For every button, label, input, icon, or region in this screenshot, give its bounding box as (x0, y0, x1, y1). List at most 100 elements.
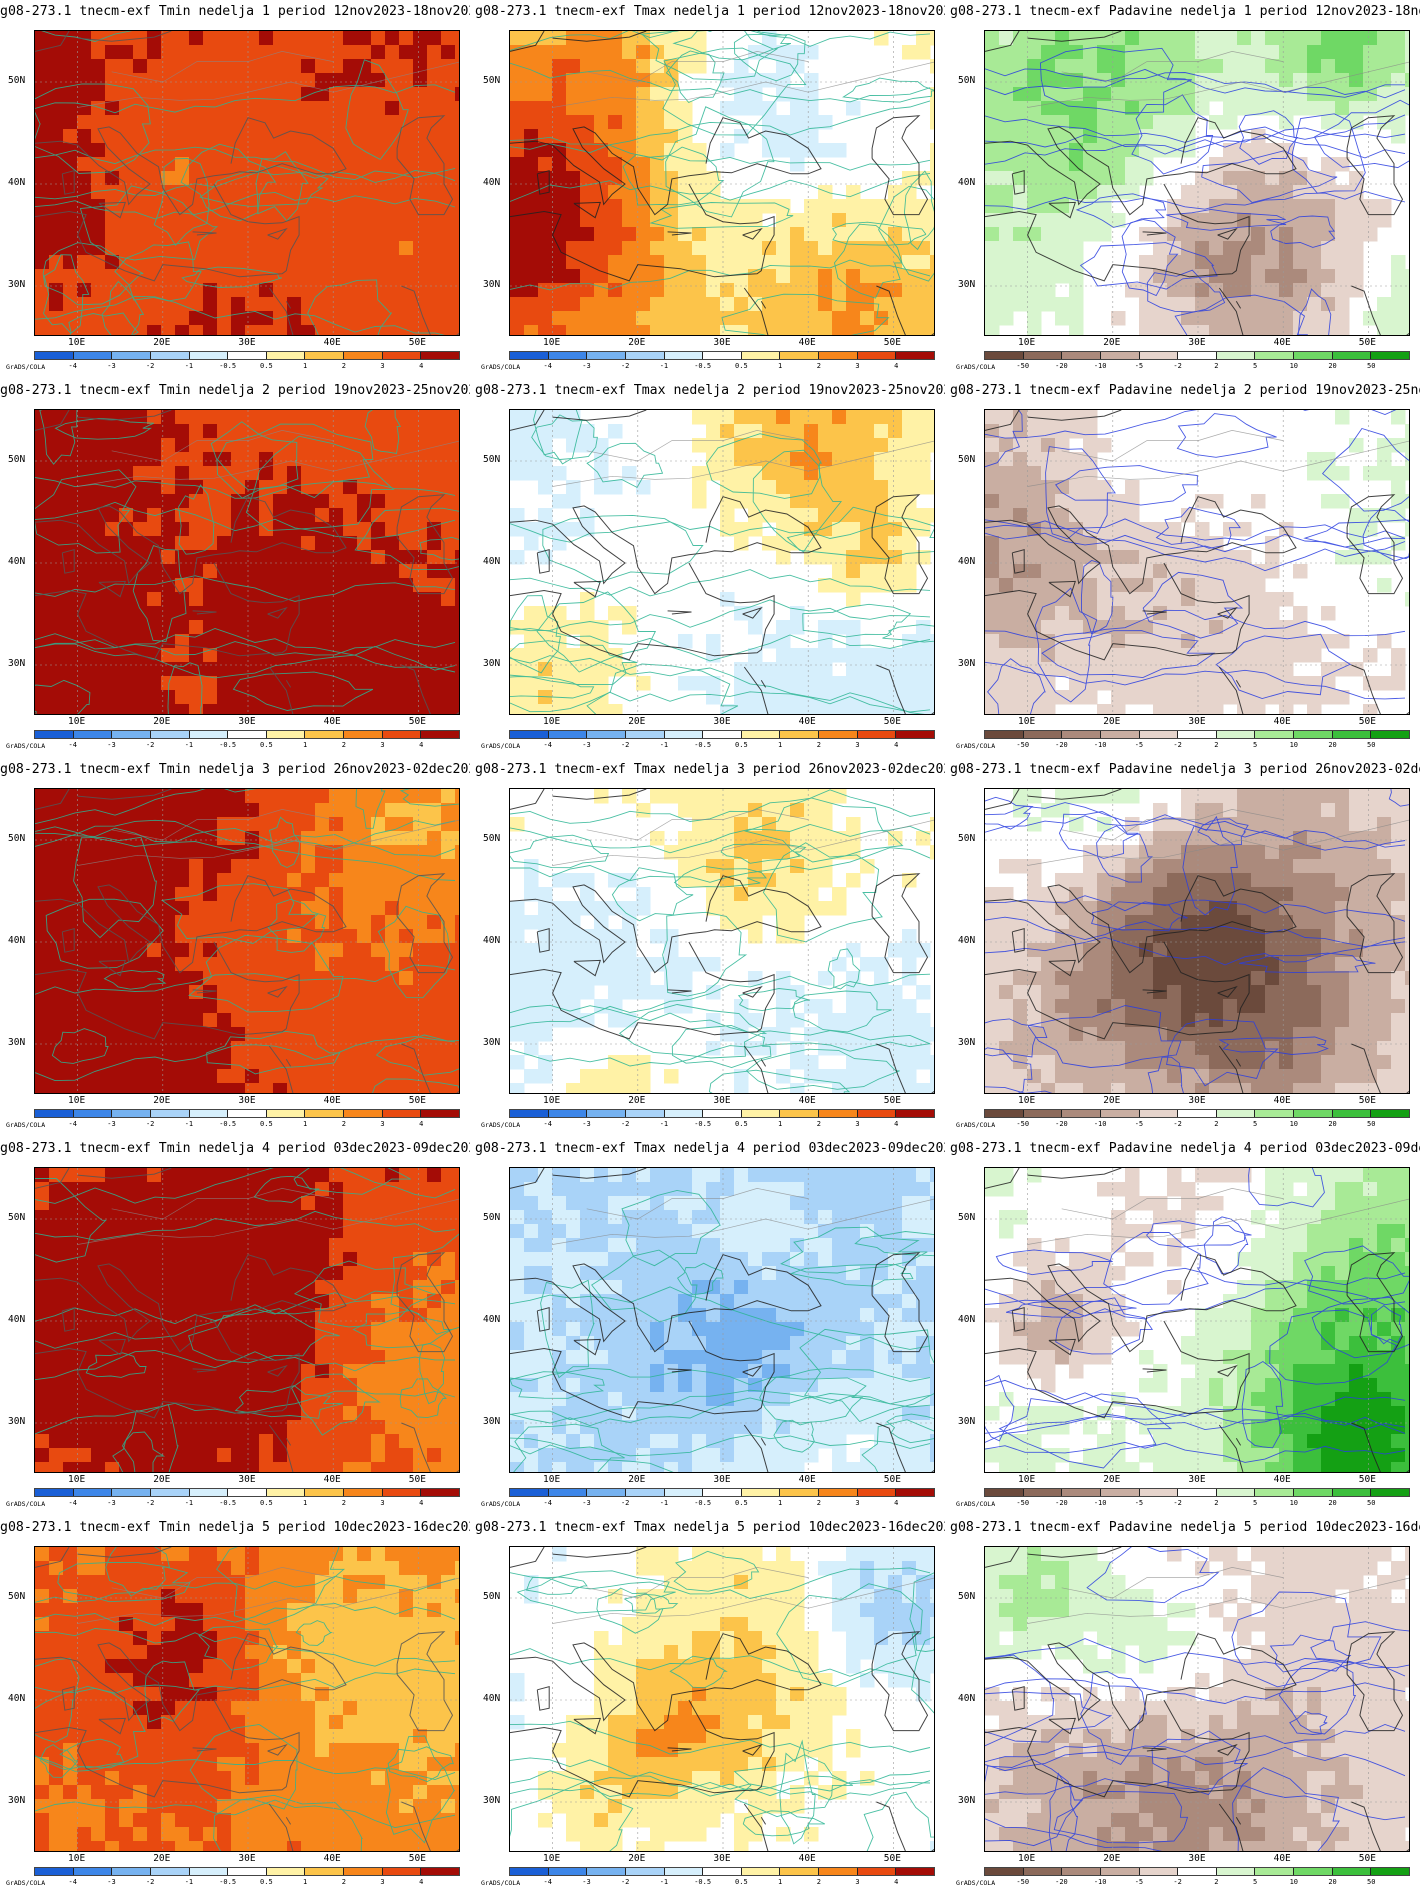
lat-tick-label: 50N (8, 1591, 26, 1602)
color-bar-segment (741, 1110, 781, 1117)
map-plot (984, 1167, 1410, 1473)
color-bar-label: -4 (68, 741, 77, 749)
color-bar-segment (73, 731, 113, 738)
color-bar-segment (1371, 1868, 1410, 1875)
color-bar-segment (112, 352, 151, 359)
color-bar-label: -20 (1055, 1499, 1068, 1507)
color-bar-label: 0.5 (735, 1499, 748, 1507)
lat-tick-label: 50N (958, 454, 976, 465)
color-bar-segment (985, 731, 1024, 738)
color-bar-segment (266, 1110, 306, 1117)
lon-tick-label: 20E (1103, 1853, 1121, 1864)
color-bar-segment (1216, 1868, 1256, 1875)
lon-tick-label: 10E (68, 1474, 86, 1485)
color-bar-segment (1178, 352, 1217, 359)
lon-tick-label: 20E (628, 1095, 646, 1106)
lat-tick-label: 30N (483, 1416, 501, 1427)
grads-credit: GrADS/COLA (956, 363, 996, 371)
color-bar-label: 0.5 (260, 1878, 273, 1886)
color-bar-segment (510, 1868, 549, 1875)
color-bar-segment (703, 731, 742, 738)
lon-tick-label: 50E (408, 1853, 426, 1864)
color-bar-label: -3 (582, 1120, 591, 1128)
color-bar-label: 10 (1289, 362, 1299, 370)
color-bar (509, 730, 935, 739)
color-bar-segment (1062, 1489, 1101, 1496)
lon-tick-label: 30E (1188, 716, 1206, 727)
color-bar-segment (819, 1489, 858, 1496)
lat-tick-label: 50N (483, 1212, 501, 1223)
lon-tick-label: 30E (1188, 1474, 1206, 1485)
lat-tick-label: 50N (483, 833, 501, 844)
grads-credit: GrADS/COLA (6, 742, 46, 750)
grads-credit: GrADS/COLA (481, 1879, 521, 1887)
color-bar-segment (664, 731, 704, 738)
anomaly-field (35, 789, 459, 1093)
color-bar-label: -1 (184, 1878, 194, 1886)
map-plot (984, 1546, 1410, 1852)
color-bar-segment (857, 1868, 897, 1875)
color-bar-label: -4 (543, 1499, 552, 1507)
color-bar-segment (780, 352, 820, 359)
color-bar-label: 2 (816, 1120, 821, 1128)
lon-tick-label: 40E (323, 337, 341, 348)
color-bar-segment (73, 1489, 113, 1496)
color-bar-segment (1178, 1110, 1217, 1117)
lon-tick-label: 40E (798, 716, 816, 727)
color-bar-segment (780, 1868, 820, 1875)
lon-tick-label: 10E (1018, 1853, 1036, 1864)
color-bar-label: 5 (1252, 1120, 1258, 1128)
lat-tick-label: 30N (958, 658, 976, 669)
lon-tick-label: 10E (1018, 1095, 1036, 1106)
color-bar-segment (1216, 1489, 1256, 1496)
lon-tick-label: 50E (883, 1853, 901, 1864)
lat-tick-label: 30N (8, 279, 26, 290)
color-bar-segment (35, 1868, 74, 1875)
color-bar-label: 5 (1252, 741, 1258, 749)
color-bar-label: -2 (1173, 741, 1182, 749)
color-bar-label: 50 (1367, 1120, 1376, 1128)
color-bar-label: -2 (1173, 1499, 1182, 1507)
color-bar-label: -4 (543, 741, 552, 749)
lon-tick-label: 40E (798, 1474, 816, 1485)
map-title: g08-273.1 tnecm-exf Tmin nedelja 5 perio… (0, 1520, 470, 1535)
color-bar (509, 351, 935, 360)
color-bar-segment (587, 1489, 626, 1496)
color-bar-segment (703, 352, 742, 359)
color-bar-segment (421, 1868, 460, 1875)
color-bar-segment (780, 1110, 820, 1117)
color-bar-segment (35, 352, 74, 359)
color-bar (984, 1109, 1410, 1118)
lon-tick-label: 50E (408, 1095, 426, 1106)
color-bar-segment (857, 352, 897, 359)
lon-tick-label: 20E (628, 716, 646, 727)
map-panel-tmax-week-3: g08-273.1 tnecm-exf Tmax nedelja 3 perio… (475, 758, 945, 1137)
color-bar-label: 2 (341, 741, 346, 749)
map-title: g08-273.1 tnecm-exf Tmax nedelja 2 perio… (475, 383, 945, 398)
map-title: g08-273.1 tnecm-exf Padavine nedelja 5 p… (950, 1520, 1420, 1535)
map-panel-tmax-week-5: g08-273.1 tnecm-exf Tmax nedelja 5 perio… (475, 1516, 945, 1895)
color-bar-segment (741, 1868, 781, 1875)
color-bar-segment (112, 731, 151, 738)
color-bar-label: -0.5 (694, 362, 712, 370)
lon-tick-label: 20E (153, 1474, 171, 1485)
lon-tick-label: 20E (1103, 1474, 1121, 1485)
color-bar-segment (1216, 731, 1256, 738)
lat-tick-label: 30N (483, 279, 501, 290)
color-bar-label: 3 (380, 1878, 385, 1886)
grads-credit: GrADS/COLA (6, 1121, 46, 1129)
color-bar-segment (625, 352, 665, 359)
lon-tick-label: 20E (153, 337, 171, 348)
color-bar-segment (1294, 352, 1333, 359)
color-bar-segment (664, 352, 704, 359)
color-bar-label: -20 (1055, 362, 1068, 370)
color-bar-label: -4 (68, 1878, 77, 1886)
color-bar-label: -0.5 (694, 1499, 712, 1507)
color-bar-label: 20 (1328, 1120, 1337, 1128)
color-bar-segment (625, 1868, 665, 1875)
color-bar-label: -3 (582, 741, 591, 749)
color-bar (509, 1109, 935, 1118)
color-bar-label: -0.5 (219, 362, 237, 370)
grads-credit: GrADS/COLA (481, 363, 521, 371)
color-bar-segment (1371, 731, 1410, 738)
